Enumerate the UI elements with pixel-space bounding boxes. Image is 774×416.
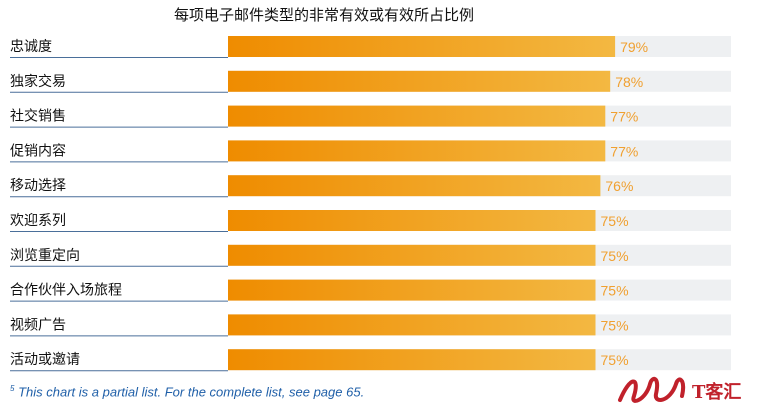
category-label: 活动或邀请 (10, 352, 80, 368)
value-label: 78% (615, 74, 643, 90)
watermark-swirl-icon (618, 376, 686, 403)
bar (228, 175, 601, 197)
category-label: 合作伙伴入场旅程 (10, 283, 122, 299)
bar (228, 314, 596, 336)
chart-title: 每项电子邮件类型的非常有效或有效所占比例 (174, 6, 474, 24)
value-label: 75% (601, 317, 629, 333)
category-label: 独家交易 (10, 73, 66, 90)
category-label: 视频广告 (10, 317, 66, 333)
footnote-text: This chart is a partial list. For the co… (18, 384, 365, 400)
bar (228, 349, 596, 371)
bar (228, 140, 606, 162)
bar (228, 210, 596, 231)
value-label: 76% (605, 178, 633, 194)
bar (228, 70, 611, 92)
bar-chart: 每项电子邮件类型的非常有效或有效所占比例 忠诚度 79% 独家交易 78% 社交销售 77… (10, 6, 731, 372)
bar (228, 244, 596, 266)
value-label: 75% (601, 248, 629, 264)
bar (228, 36, 616, 57)
category-label: 移动选择 (10, 178, 66, 194)
value-label: 77% (610, 143, 638, 159)
bar (228, 105, 606, 127)
category-label: 社交销售 (10, 108, 66, 125)
value-label: 77% (610, 109, 638, 125)
watermark-logo: T客汇 (618, 376, 741, 403)
footnote-marker: 5 (10, 384, 15, 393)
value-label: 79% (620, 39, 648, 55)
category-label: 浏览重定向 (10, 248, 80, 264)
bar (228, 279, 596, 301)
footnote: 5 This chart is a partial list. For the … (10, 384, 364, 399)
value-label: 75% (601, 352, 629, 368)
value-label: 75% (601, 283, 629, 299)
category-label: 欢迎系列 (10, 213, 66, 229)
category-label: 忠诚度 (10, 39, 52, 55)
category-label: 促销内容 (10, 142, 66, 159)
value-label: 75% (601, 213, 629, 229)
bars-group: 忠诚度 79% 独家交易 78% 社交销售 77% 促销内容 77% 移动选择 76% 欢迎系列 75… (10, 36, 731, 372)
watermark-text: T客汇 (692, 381, 741, 403)
